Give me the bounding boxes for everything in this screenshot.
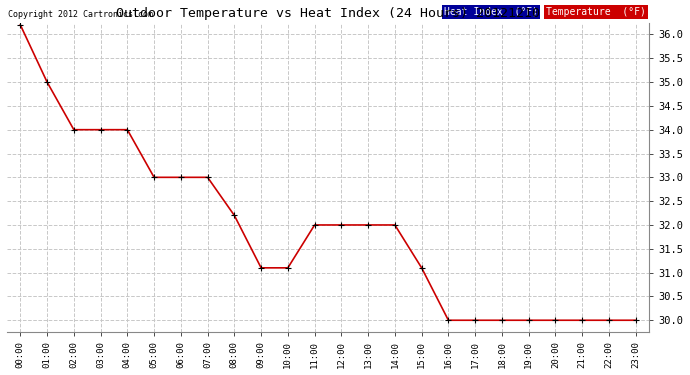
Text: Heat Index  (°F): Heat Index (°F) bbox=[444, 7, 538, 16]
Text: Copyright 2012 Cartronics.com: Copyright 2012 Cartronics.com bbox=[8, 10, 152, 20]
Title: Outdoor Temperature vs Heat Index (24 Hours) 20121210: Outdoor Temperature vs Heat Index (24 Ho… bbox=[116, 7, 540, 20]
Text: Temperature  (°F): Temperature (°F) bbox=[546, 7, 646, 16]
